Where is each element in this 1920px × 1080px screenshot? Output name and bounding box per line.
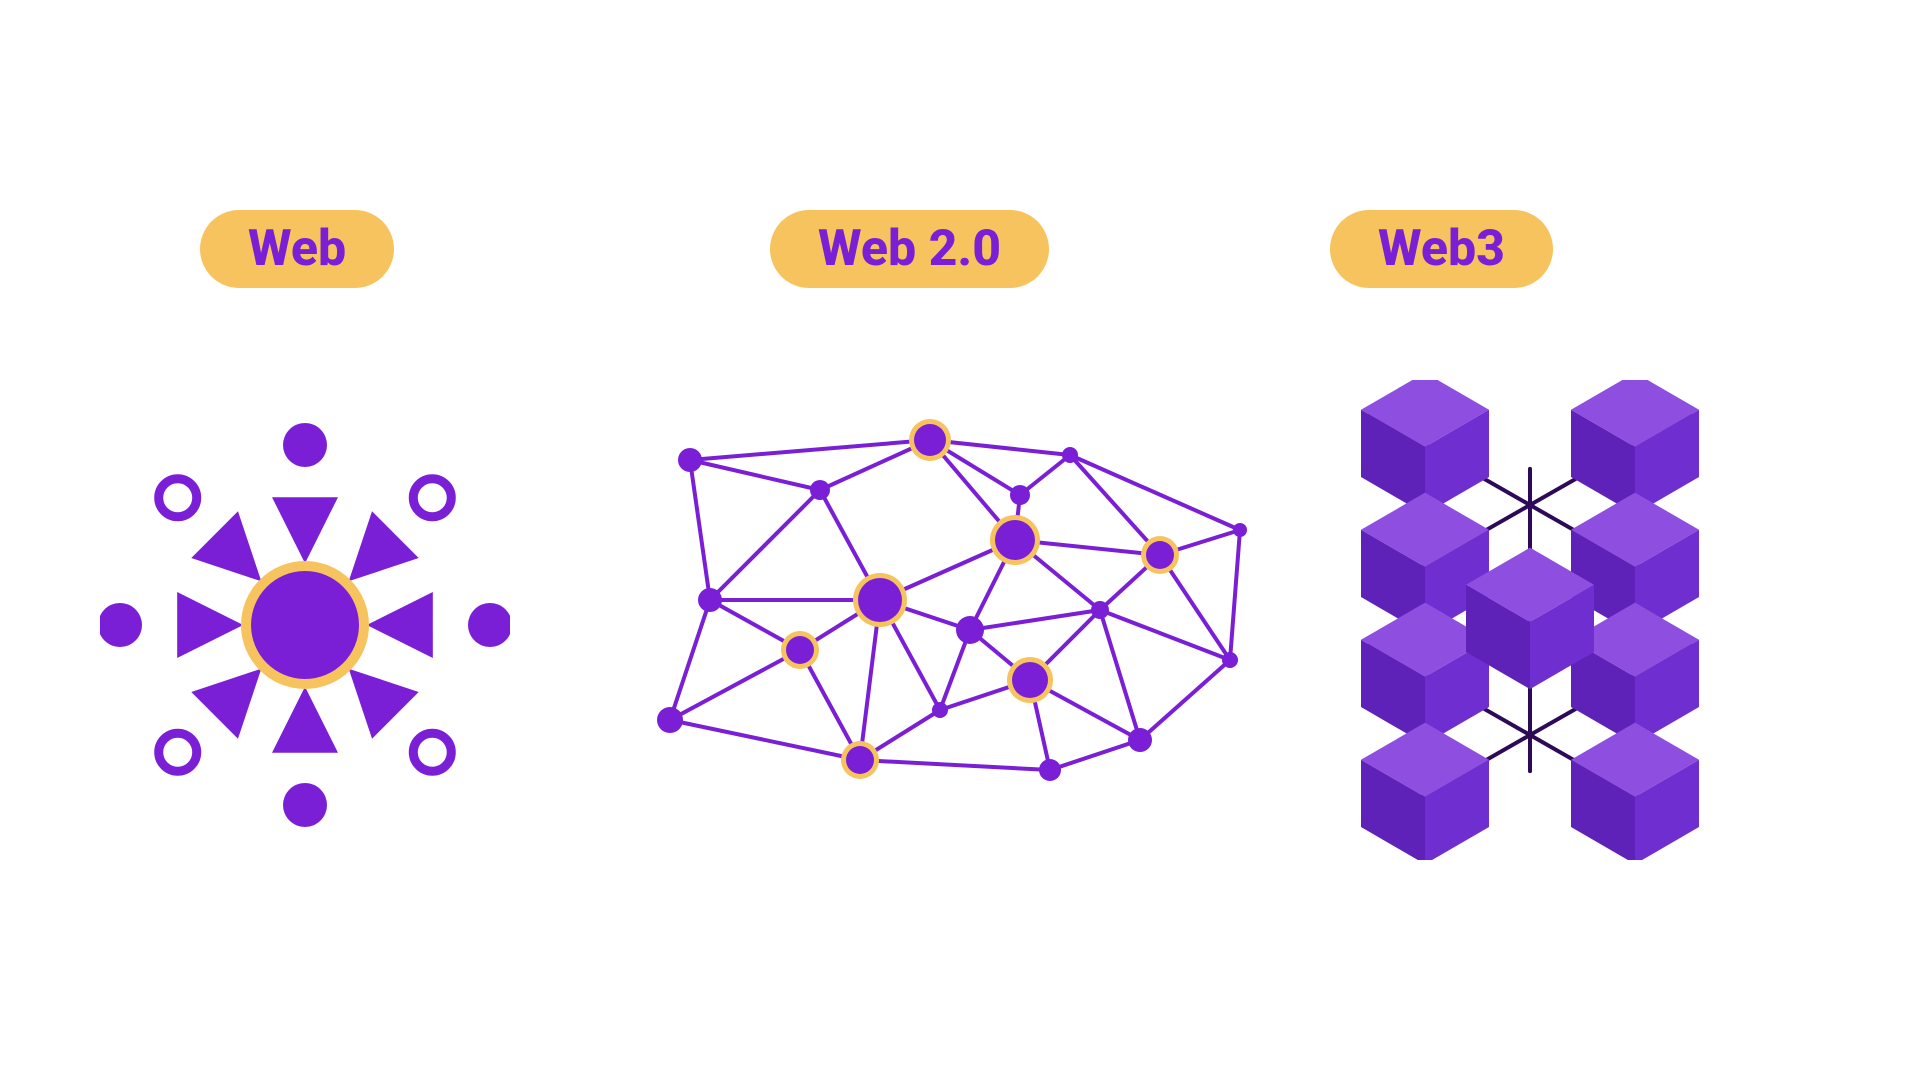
blockchain-cubes-icon <box>1280 380 1780 860</box>
label-web: Web <box>200 210 394 288</box>
infographic-stage: Web Web 2.0 Web3 <box>0 0 1920 1080</box>
label-web3: Web3 <box>1330 210 1553 288</box>
label-web2: Web 2.0 <box>770 210 1049 288</box>
mesh-network-icon <box>640 400 1260 820</box>
hub-spoke-icon <box>100 420 510 830</box>
